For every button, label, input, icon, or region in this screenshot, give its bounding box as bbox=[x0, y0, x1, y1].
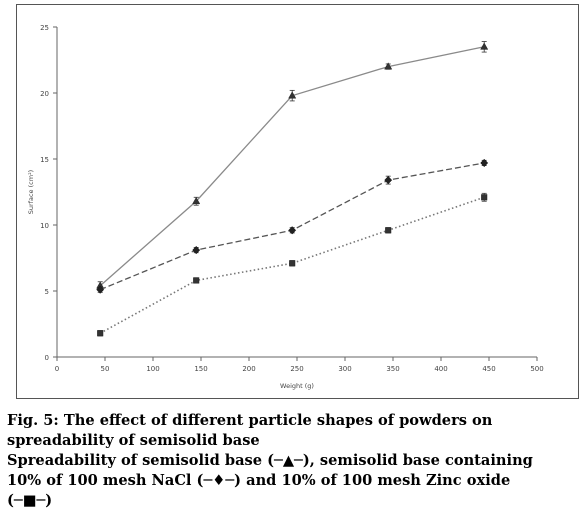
data-point-diamond bbox=[192, 245, 201, 255]
caption-legend-line-2: 10% of 100 mesh NaCl (─♦─) and 10% of 10… bbox=[7, 471, 585, 491]
x-tick-label: 250 bbox=[290, 365, 303, 373]
caption-text: ) and 10% of 100 mesh Zinc oxide bbox=[234, 472, 511, 489]
data-point-triangle bbox=[480, 42, 489, 50]
y-tick-label: 15 bbox=[40, 156, 49, 164]
y-axis-label: Surface (cm²) bbox=[27, 170, 35, 214]
x-axis-label: Weight (g) bbox=[280, 382, 314, 390]
data-point-triangle bbox=[384, 62, 393, 70]
x-tick-label: 150 bbox=[194, 365, 207, 373]
data-point-diamond bbox=[480, 158, 489, 168]
series-line-triangle bbox=[99, 46, 485, 287]
data-point-diamond bbox=[288, 226, 297, 235]
caption-legend-line-3: (─■─) bbox=[7, 491, 585, 511]
x-tick-label: 50 bbox=[101, 365, 110, 373]
figure-frame: 0 5 10 15 20 25 0 50 100 150 200 250 300 350 400 450 500… bbox=[16, 4, 579, 399]
x-tick-label: 100 bbox=[146, 365, 159, 373]
data-point-square bbox=[193, 277, 200, 284]
caption-legend-line-1: Spreadability of semisolid base (─▲─), s… bbox=[7, 451, 585, 471]
y-tick-label: 10 bbox=[40, 222, 49, 230]
diamond-legend-symbol: ─♦─ bbox=[203, 472, 235, 489]
data-point-diamond bbox=[384, 175, 393, 185]
data-point-square bbox=[481, 194, 488, 201]
x-tick-label: 0 bbox=[55, 365, 59, 373]
caption-title-line-2: spreadability of semisolid base bbox=[7, 432, 260, 449]
data-point-triangle bbox=[288, 91, 297, 99]
figure-caption: Fig. 5: The effect of different particle… bbox=[7, 411, 585, 511]
x-tick-label: 350 bbox=[386, 365, 399, 373]
caption-text: ( bbox=[7, 492, 14, 509]
data-point-square bbox=[97, 330, 104, 337]
x-tick-label: 300 bbox=[338, 365, 351, 373]
series-line-square bbox=[99, 196, 485, 334]
square-legend-symbol: ─■─ bbox=[13, 492, 46, 509]
x-tick-label: 400 bbox=[434, 365, 447, 373]
data-point-square bbox=[385, 227, 392, 234]
x-tick-label: 500 bbox=[530, 365, 543, 373]
x-tick-label: 200 bbox=[242, 365, 255, 373]
y-tick-label: 5 bbox=[45, 288, 49, 296]
data-point-square bbox=[289, 260, 296, 267]
y-tick-label: 25 bbox=[40, 24, 49, 32]
caption-text: ) bbox=[45, 492, 53, 509]
caption-text: ), semisolid base containing bbox=[302, 452, 533, 469]
y-tick-label: 0 bbox=[45, 354, 49, 362]
caption-text: Spreadability of semisolid base ( bbox=[7, 452, 275, 469]
caption-title-line-1: Fig. 5: The effect of different particle… bbox=[7, 412, 493, 429]
data-point-triangle bbox=[192, 196, 201, 205]
data-point-diamond bbox=[96, 285, 105, 294]
triangle-legend-symbol: ─▲─ bbox=[274, 452, 303, 469]
caption-text: 10% of 100 mesh NaCl ( bbox=[7, 472, 204, 489]
y-tick-label: 20 bbox=[40, 90, 49, 98]
x-tick-label: 450 bbox=[482, 365, 495, 373]
